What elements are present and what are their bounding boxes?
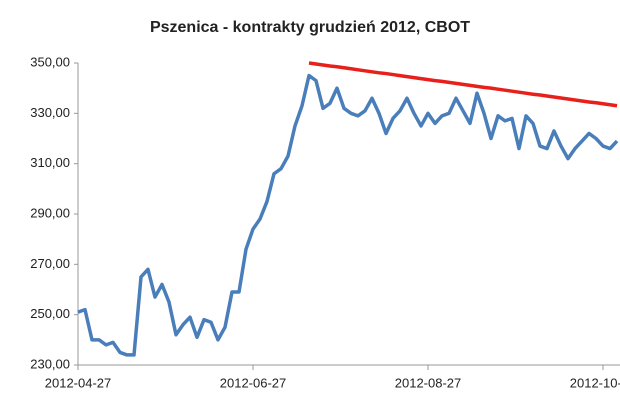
y-tick-label: 270,00 <box>30 256 70 271</box>
y-tick-label: 250,00 <box>30 306 70 321</box>
x-tick-label: 2012-04-27 <box>45 375 112 390</box>
y-tick-label: 330,00 <box>30 105 70 120</box>
x-tick-label: 2012-06-27 <box>220 375 287 390</box>
y-tick-label: 350,00 <box>30 54 70 69</box>
y-tick-label: 230,00 <box>30 356 70 371</box>
x-tick-label: 2012-08-27 <box>395 375 462 390</box>
y-tick-label: 310,00 <box>30 155 70 170</box>
y-tick-label: 290,00 <box>30 205 70 220</box>
x-tick-label: 2012-10-27 <box>570 375 620 390</box>
data-line <box>308 61 618 108</box>
data-line <box>77 73 619 357</box>
chart-title: Pszenica - kontrakty grudzień 2012, CBOT <box>150 19 470 36</box>
